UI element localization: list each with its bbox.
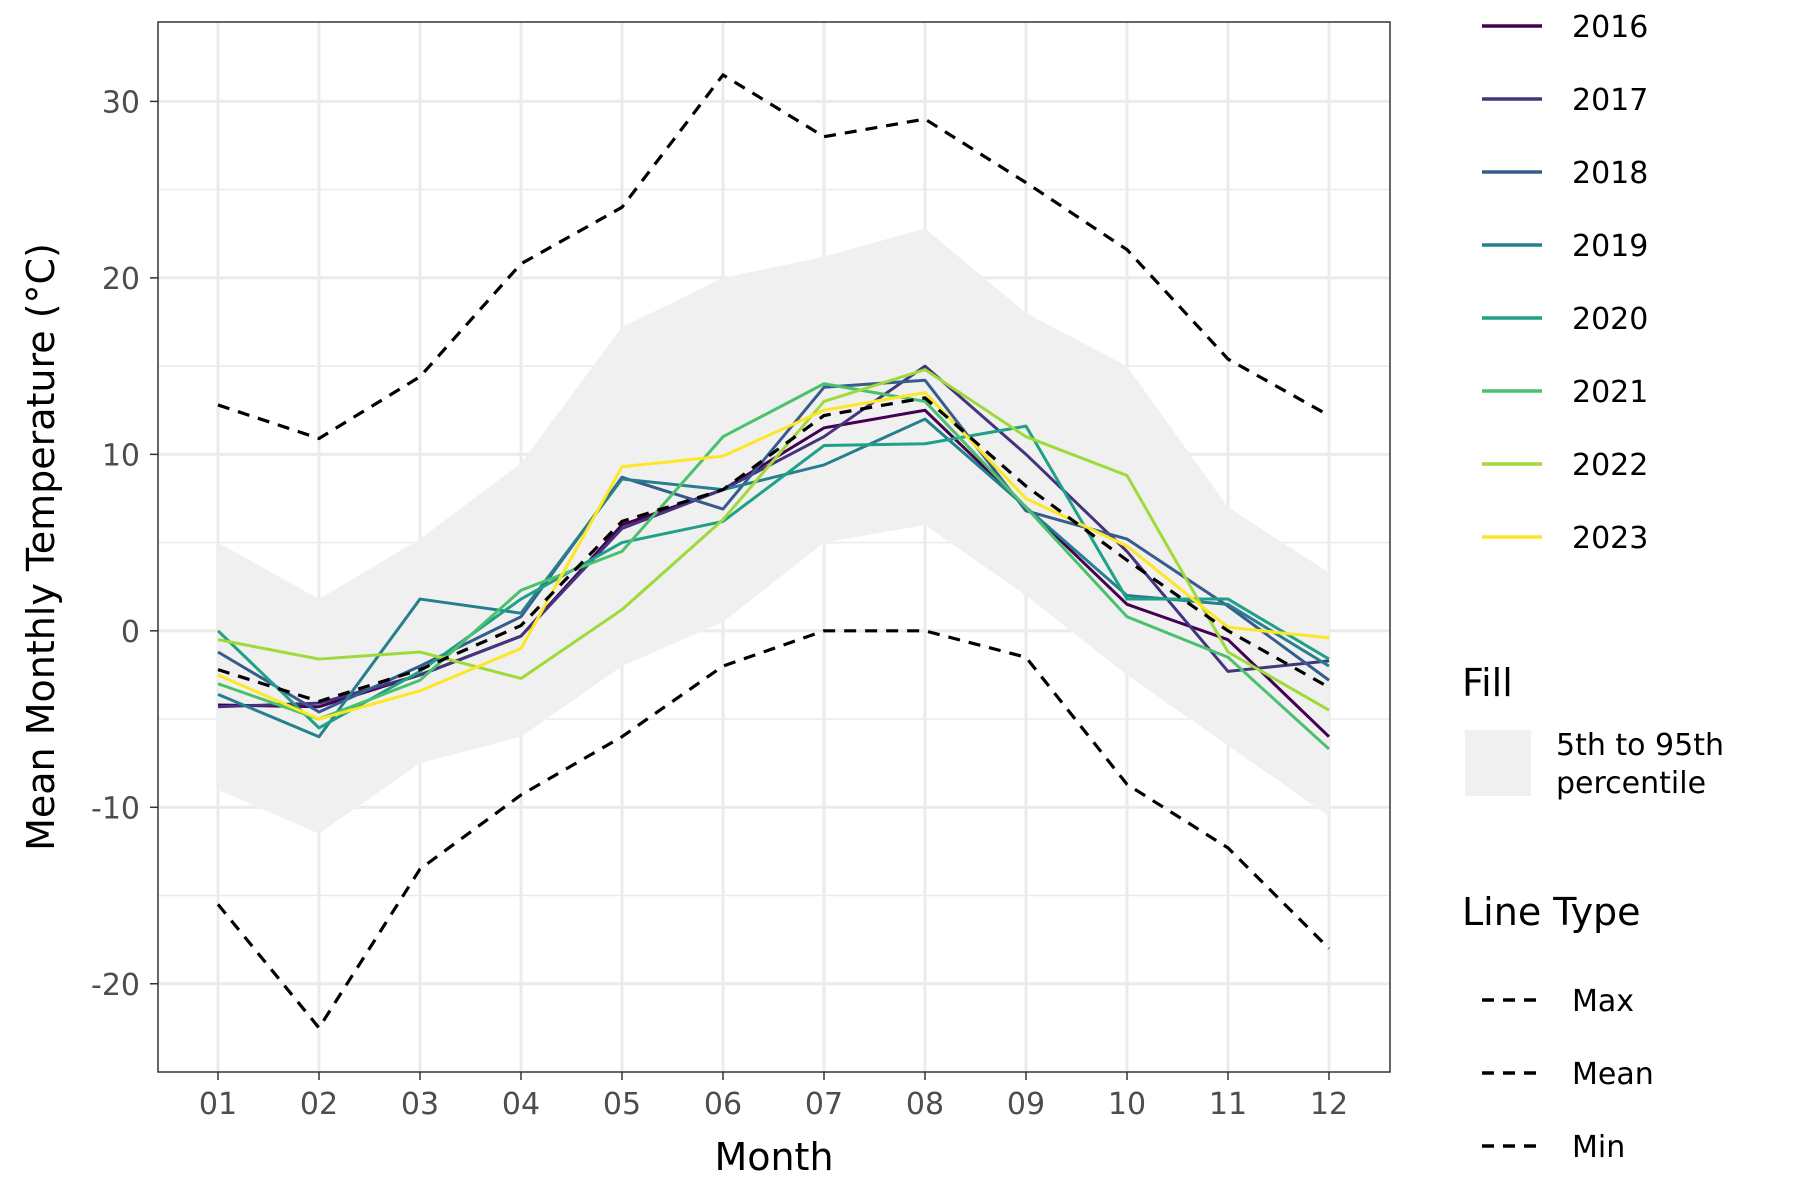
- y-tick-label: -10: [91, 791, 140, 826]
- x-tick-label: 12: [1310, 1087, 1348, 1122]
- legend-fill-label-line2: percentile: [1556, 766, 1706, 801]
- x-axis: 01 02 03 04 05 06 07 08 09 10 11 12: [199, 1072, 1348, 1122]
- legend-label-2016: 2016: [1572, 10, 1648, 45]
- series-line-2019: [217, 417, 1330, 739]
- reference-line-mean: [217, 396, 1330, 704]
- series-line-2022: [217, 368, 1330, 712]
- legend-label-2023: 2023: [1572, 521, 1648, 556]
- legend-line-types: Max Mean Min: [1482, 984, 1654, 1165]
- legend-label-2019: 2019: [1572, 229, 1648, 264]
- legend-label-2018: 2018: [1572, 156, 1648, 191]
- x-tick-label: 03: [401, 1087, 439, 1122]
- x-tick-label: 04: [502, 1087, 540, 1122]
- x-tick-label: 10: [1108, 1087, 1146, 1122]
- percentile-band-area: [218, 228, 1329, 834]
- legend-label-2022: 2022: [1572, 448, 1648, 483]
- y-tick-label: 0: [121, 615, 140, 650]
- x-tick-label: 06: [704, 1087, 742, 1122]
- y-tick-label: 10: [102, 438, 140, 473]
- y-tick-label: -20: [91, 968, 140, 1003]
- x-tick-label: 01: [199, 1087, 237, 1122]
- legend-label-mean: Mean: [1572, 1057, 1654, 1092]
- x-tick-label: 08: [906, 1087, 944, 1122]
- x-tick-label: 02: [300, 1087, 338, 1122]
- legend-label-min: Min: [1572, 1130, 1625, 1165]
- y-tick-label: 30: [102, 85, 140, 120]
- legend-fill-label-line1: 5th to 95th: [1556, 728, 1724, 763]
- x-tick-label: 11: [1209, 1087, 1247, 1122]
- plot-panel-border: [157, 21, 1391, 1073]
- series-line-2020: [216, 424, 1330, 730]
- x-axis-title: Month: [714, 1135, 833, 1179]
- reference-line-max: [217, 72, 1330, 441]
- legend-label-2020: 2020: [1572, 302, 1648, 337]
- x-tick-label: 05: [603, 1087, 641, 1122]
- reference-lines: [216, 72, 1331, 1031]
- x-tick-label: 07: [805, 1087, 843, 1122]
- legend-fill-swatch: [1465, 730, 1531, 796]
- legend-linetype-title: Line Type: [1462, 890, 1641, 934]
- series-line-2021: [217, 382, 1331, 751]
- y-axis: -20 -10 0 10 20 30: [91, 85, 158, 1003]
- legend-label-max: Max: [1572, 984, 1634, 1019]
- y-tick-label: 20: [102, 262, 140, 297]
- series-line-2023: [217, 391, 1330, 721]
- legend-label-2021: 2021: [1572, 375, 1648, 410]
- x-tick-label: 09: [1007, 1087, 1045, 1122]
- legend-year-series: 2016 2017 2018 2019 2020 2021 2022 2023: [1482, 10, 1648, 556]
- y-axis-title: Mean Monthly Temperature (°C): [19, 243, 63, 851]
- percentile-band: [218, 228, 1329, 834]
- reference-line-min: [216, 629, 1331, 1031]
- legend-fill-title: Fill: [1462, 661, 1513, 705]
- legend-label-2017: 2017: [1572, 83, 1648, 118]
